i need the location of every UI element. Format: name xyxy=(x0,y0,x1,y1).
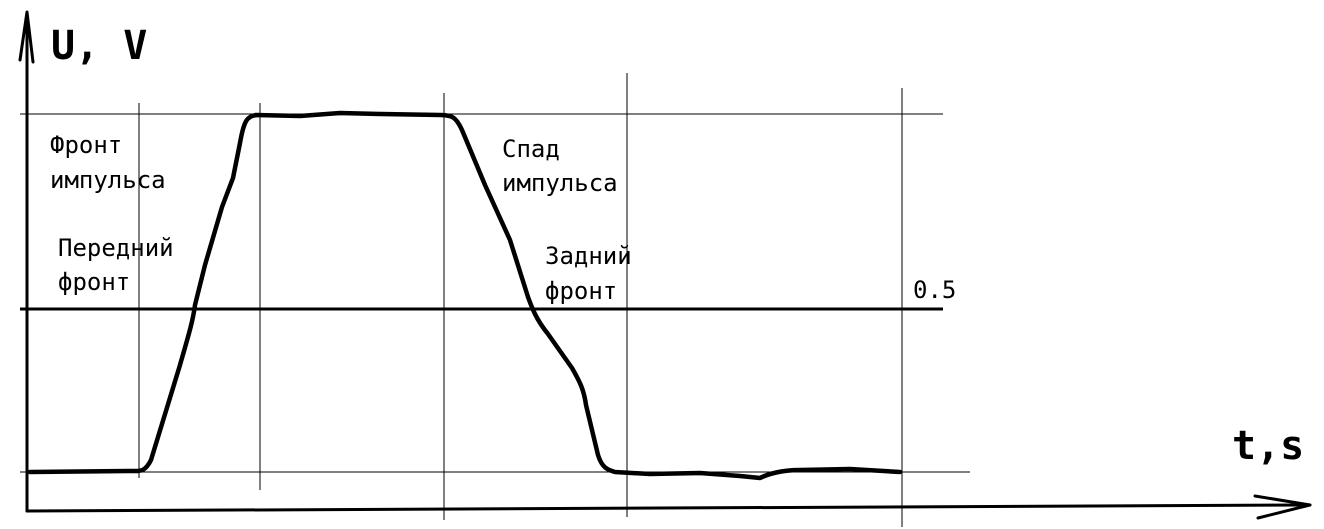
leading-edge-line-1: Передний xyxy=(58,234,174,262)
pulse-decay-line-1: Спад xyxy=(502,135,560,163)
pulse-decay-label: Спад импульса xyxy=(502,135,618,197)
x-axis xyxy=(25,494,1312,520)
trailing-edge-line-1: Задний xyxy=(545,242,632,270)
leading-edge-line-2: фронт xyxy=(58,268,130,296)
pulse-front-line-1: Фронт xyxy=(50,131,122,159)
trailing-edge-label: Задний фронт xyxy=(545,242,646,305)
pulse-front-line-2: импульса xyxy=(50,166,166,194)
x-axis-arrowhead xyxy=(1253,494,1312,520)
pulse-decay-line-2: импульса xyxy=(502,169,618,197)
pulse-waveform xyxy=(27,110,903,481)
x-axis-label: t,s xyxy=(1232,423,1304,469)
y-axis xyxy=(18,10,35,513)
half-level-value: 0.5 xyxy=(913,276,956,304)
leading-edge-label: Передний фронт xyxy=(58,234,188,296)
trailing-edge-line-2: фронт xyxy=(545,277,617,305)
y-axis-arrowhead xyxy=(18,10,35,64)
pulse-front-label: Фронт импульса xyxy=(50,131,166,194)
y-axis-label: U, V xyxy=(51,23,147,69)
